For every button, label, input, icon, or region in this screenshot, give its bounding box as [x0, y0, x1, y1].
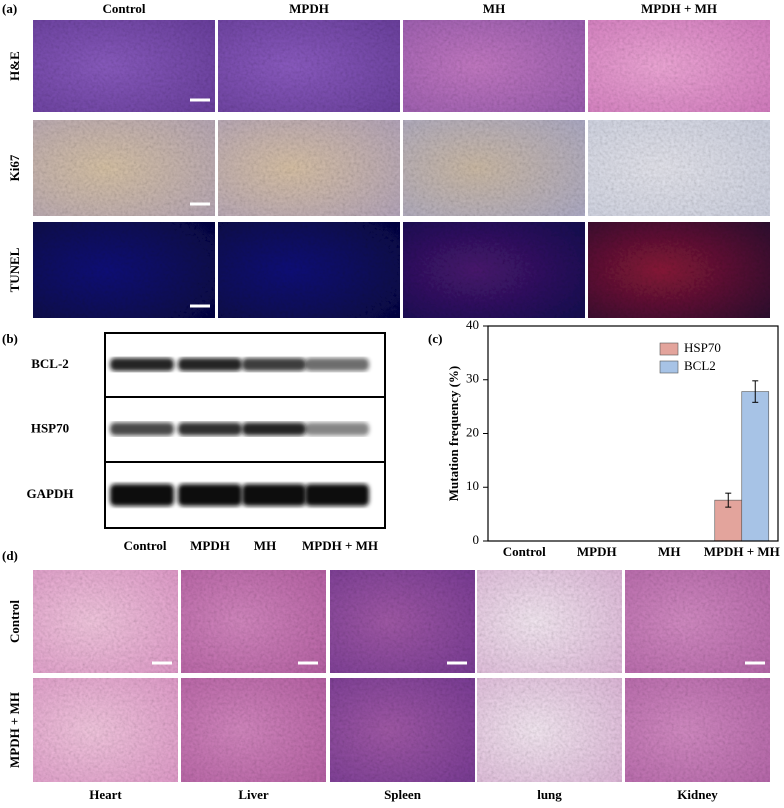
- y-tick-label: 20: [466, 424, 479, 439]
- micrograph: [588, 222, 770, 318]
- blot-band: [110, 484, 174, 506]
- micrograph: [33, 20, 215, 112]
- blot-band: [178, 358, 242, 371]
- organ-label: Liver: [238, 787, 269, 802]
- micrograph: [403, 120, 585, 216]
- organ-label: Heart: [89, 787, 122, 802]
- micrograph: [181, 678, 326, 782]
- x-tick-label: MPDH + MH: [704, 544, 780, 559]
- row-label: Ki67: [7, 154, 22, 181]
- micrograph: [588, 20, 770, 112]
- micrograph: [33, 678, 178, 782]
- row-label: TUNEL: [7, 247, 22, 292]
- micrograph: [588, 120, 770, 216]
- micrograph: [625, 570, 770, 673]
- micrograph: [218, 222, 400, 318]
- micrograph: [33, 570, 178, 673]
- micrograph: [330, 570, 475, 673]
- y-tick-label: 30: [466, 371, 479, 386]
- organ-label: Spleen: [384, 787, 422, 802]
- column-header: MPDH + MH: [641, 1, 717, 16]
- legend-label: HSP70: [684, 340, 721, 355]
- column-header: Control: [102, 1, 145, 16]
- y-tick-label: 40: [466, 317, 479, 332]
- legend-swatch: [659, 342, 679, 356]
- lane-label: MPDH + MH: [302, 538, 378, 553]
- panel-label: (a): [2, 1, 17, 16]
- micrograph: [33, 120, 215, 216]
- blot-band: [242, 422, 306, 436]
- blot-band: [178, 422, 242, 436]
- legend-swatch: [659, 360, 679, 374]
- micrograph: [477, 678, 622, 782]
- micrograph: [477, 570, 622, 673]
- micrograph: [330, 678, 475, 782]
- error-bar: [725, 492, 732, 508]
- lane-label: Control: [123, 538, 166, 553]
- micrograph: [403, 20, 585, 112]
- micrograph: [181, 570, 326, 673]
- protein-label: HSP70: [31, 420, 69, 435]
- lane-label: MH: [254, 538, 276, 553]
- lane-label: MPDH: [190, 538, 230, 553]
- blot-band: [178, 484, 242, 506]
- micrograph: [218, 120, 400, 216]
- blot-band: [110, 422, 174, 436]
- blot-band: [305, 358, 369, 371]
- y-tick-label: 0: [473, 532, 480, 547]
- x-tick-label: MPDH: [577, 544, 617, 559]
- row-label: Control: [7, 600, 22, 643]
- blot-band: [242, 484, 306, 506]
- blot-band: [305, 484, 369, 506]
- blot-band: [242, 358, 306, 371]
- micrograph: [218, 20, 400, 112]
- micrograph: [625, 678, 770, 782]
- column-header: MPDH: [289, 1, 329, 16]
- blot-band: [305, 422, 369, 436]
- column-header: MH: [483, 1, 505, 16]
- x-tick-label: Control: [503, 544, 546, 559]
- protein-label: BCL-2: [31, 356, 69, 371]
- error-bar: [752, 380, 759, 403]
- organ-label: Kidney: [677, 787, 718, 802]
- bar: [741, 391, 770, 542]
- panel-label: (d): [2, 548, 18, 563]
- protein-label: GAPDH: [27, 486, 74, 501]
- micrograph: [403, 222, 585, 318]
- panel-label: (c): [428, 331, 442, 346]
- row-label: MPDH + MH: [7, 692, 22, 768]
- organ-label: lung: [537, 787, 562, 802]
- x-tick-label: MH: [658, 544, 680, 559]
- blot-band: [110, 358, 174, 371]
- row-label: H&E: [7, 51, 22, 81]
- micrograph: [33, 222, 215, 318]
- panel-label: (b): [2, 331, 18, 346]
- y-axis-title: Mutation frequency (%): [446, 366, 461, 502]
- legend-label: BCL2: [684, 358, 716, 373]
- plot-frame: [487, 325, 779, 542]
- y-tick-label: 10: [466, 478, 479, 493]
